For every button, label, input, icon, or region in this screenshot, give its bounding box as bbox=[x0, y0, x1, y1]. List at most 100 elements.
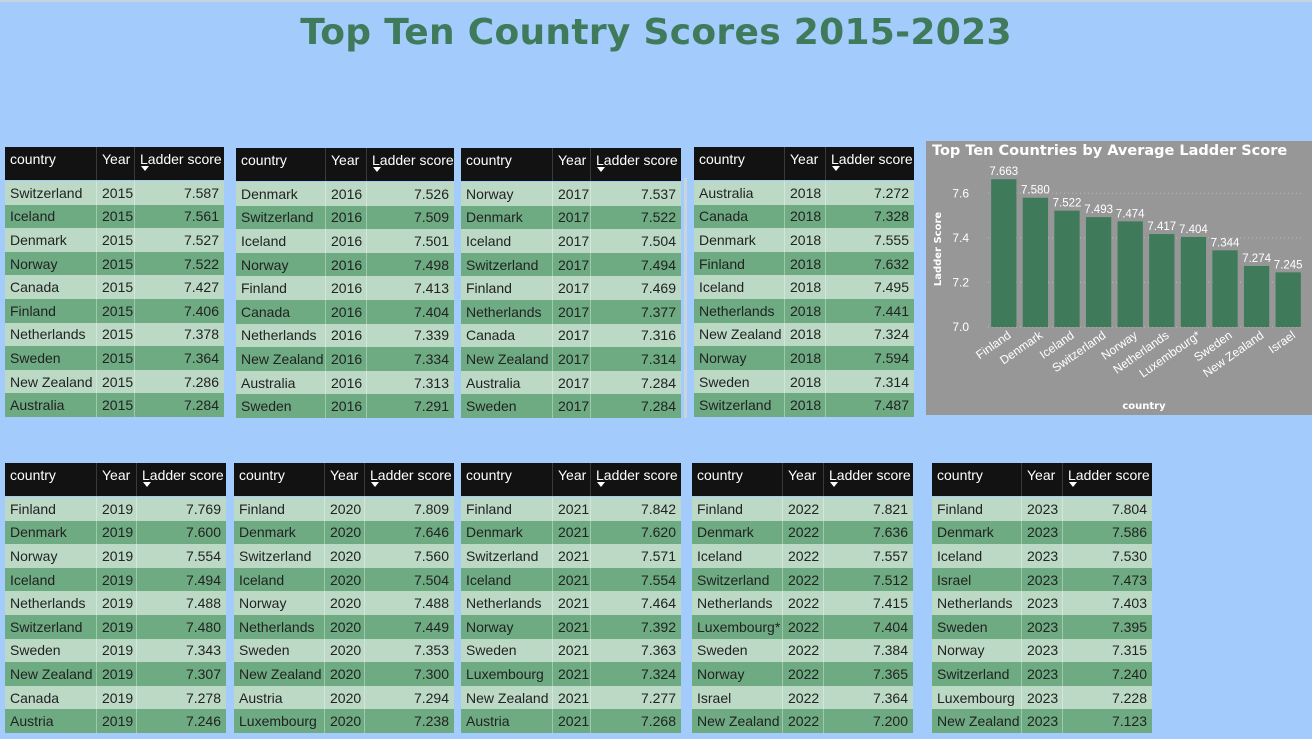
table-row[interactable]: Switzerland 2018 7.487 bbox=[694, 393, 914, 417]
table-row[interactable]: Denmark 2016 7.526 bbox=[236, 182, 454, 206]
column-header-country[interactable]: country bbox=[5, 147, 97, 180]
table-row[interactable]: New Zealand 2022 7.200 bbox=[692, 709, 913, 733]
table-row[interactable]: Iceland 2015 7.561 bbox=[5, 204, 224, 229]
table-row[interactable]: Iceland 2017 7.504 bbox=[461, 229, 681, 253]
table-row[interactable]: Sweden 2023 7.395 bbox=[932, 614, 1152, 639]
table-row[interactable]: Finland 2022 7.821 bbox=[692, 497, 913, 521]
table-row[interactable]: Finland 2020 7.809 bbox=[234, 497, 454, 521]
sort-descending-icon[interactable] bbox=[371, 482, 379, 487]
sort-descending-icon[interactable] bbox=[597, 482, 605, 487]
table-row[interactable]: New Zealand 2023 7.123 bbox=[932, 709, 1152, 733]
table-row[interactable]: Switzerland 2017 7.494 bbox=[461, 252, 681, 277]
table-row[interactable]: Denmark 2021 7.620 bbox=[461, 520, 681, 545]
column-header-country[interactable]: country bbox=[461, 463, 553, 496]
sort-descending-icon[interactable] bbox=[373, 167, 381, 172]
table-row[interactable]: Norway 2021 7.392 bbox=[461, 614, 681, 639]
column-header-year[interactable]: Year bbox=[325, 463, 365, 496]
table-row[interactable]: Iceland 2021 7.554 bbox=[461, 567, 681, 592]
table-row[interactable]: Finland 2023 7.804 bbox=[932, 497, 1152, 521]
table-row[interactable]: Finland 2019 7.769 bbox=[5, 497, 226, 521]
table-row[interactable]: Denmark 2018 7.555 bbox=[694, 228, 914, 252]
column-header-year[interactable]: Year bbox=[97, 463, 137, 496]
table-row[interactable]: Netherlands 2020 7.449 bbox=[234, 614, 454, 639]
table-row[interactable]: Denmark 2017 7.522 bbox=[461, 205, 681, 230]
table-row[interactable]: Canada 2018 7.328 bbox=[694, 204, 914, 229]
sort-descending-icon[interactable] bbox=[832, 166, 840, 171]
table-row[interactable]: Denmark 2022 7.636 bbox=[692, 520, 913, 545]
table-row[interactable]: Finland 2016 7.413 bbox=[236, 276, 454, 300]
column-header-year[interactable]: Year bbox=[553, 463, 591, 496]
sort-descending-icon[interactable] bbox=[830, 482, 838, 487]
bar-chart-visual[interactable]: Top Ten Countries by Average Ladder Scor… bbox=[926, 141, 1312, 415]
table-row[interactable]: Canada 2019 7.278 bbox=[5, 685, 226, 710]
table-row[interactable]: Netherlands 2018 7.441 bbox=[694, 298, 914, 323]
column-header-country[interactable]: country bbox=[461, 148, 553, 181]
table-visual[interactable]: country Year Ladder score Finland 2021 7.842 D… bbox=[461, 463, 681, 733]
table-row[interactable]: Norway 2023 7.315 bbox=[932, 638, 1152, 663]
table-row[interactable]: Australia 2016 7.313 bbox=[236, 370, 454, 395]
table-row[interactable]: Iceland 2023 7.530 bbox=[932, 544, 1152, 568]
column-header-year[interactable]: Year bbox=[553, 148, 591, 181]
table-row[interactable]: Switzerland 2016 7.509 bbox=[236, 205, 454, 230]
table-row[interactable]: Switzerland 2021 7.571 bbox=[461, 544, 681, 568]
table-row[interactable]: Australia 2015 7.284 bbox=[5, 393, 224, 417]
table-row[interactable]: Sweden 2015 7.364 bbox=[5, 346, 224, 370]
table-row[interactable]: New Zealand 2018 7.324 bbox=[694, 322, 914, 347]
column-header-score[interactable]: Ladder score bbox=[367, 148, 454, 181]
table-row[interactable]: Denmark 2020 7.646 bbox=[234, 520, 454, 545]
table-visual[interactable]: country Year Ladder score Finland 2020 7.809 D… bbox=[234, 463, 454, 733]
table-row[interactable]: Norway 2022 7.365 bbox=[692, 662, 913, 686]
table-row[interactable]: New Zealand 2019 7.307 bbox=[5, 662, 226, 686]
table-visual[interactable]: country Year Ladder score Finland 2023 7.804 D… bbox=[932, 463, 1152, 733]
table-visual[interactable]: country Year Ladder score Finland 2022 7.821 D… bbox=[692, 463, 913, 733]
table-row[interactable]: Sweden 2019 7.343 bbox=[5, 638, 226, 663]
column-header-score[interactable]: Ladder score bbox=[826, 147, 914, 180]
table-visual[interactable]: country Year Ladder score Australia 2018 7.27… bbox=[694, 147, 914, 417]
table-row[interactable]: Finland 2021 7.842 bbox=[461, 497, 681, 521]
table-row[interactable]: Iceland 2020 7.504 bbox=[234, 567, 454, 592]
column-header-country[interactable]: country bbox=[5, 463, 97, 496]
table-row[interactable]: Luxembourg 2020 7.238 bbox=[234, 709, 454, 733]
column-header-year[interactable]: Year bbox=[783, 463, 824, 496]
table-row[interactable]: Austria 2019 7.246 bbox=[5, 709, 226, 733]
table-row[interactable]: Sweden 2022 7.384 bbox=[692, 638, 913, 663]
table-row[interactable]: Iceland 2022 7.557 bbox=[692, 544, 913, 568]
table-row[interactable]: Luxembourg 2023 7.228 bbox=[932, 685, 1152, 710]
table-row[interactable]: Netherlands 2021 7.464 bbox=[461, 591, 681, 615]
table-row[interactable]: Iceland 2018 7.495 bbox=[694, 275, 914, 299]
column-header-score[interactable]: Ladder score bbox=[1063, 463, 1152, 496]
column-header-country[interactable]: country bbox=[234, 463, 325, 496]
table-scrollbar[interactable] bbox=[684, 178, 687, 418]
table-row[interactable]: Iceland 2019 7.494 bbox=[5, 567, 226, 592]
table-row[interactable]: New Zealand 2017 7.314 bbox=[461, 347, 681, 371]
table-row[interactable]: Finland 2018 7.632 bbox=[694, 251, 914, 276]
table-row[interactable]: Denmark 2023 7.586 bbox=[932, 520, 1152, 545]
table-row[interactable]: Finland 2015 7.406 bbox=[5, 298, 224, 323]
table-row[interactable]: Austria 2020 7.294 bbox=[234, 685, 454, 710]
table-row[interactable]: Luxembourg 2021 7.324 bbox=[461, 662, 681, 686]
table-row[interactable]: Netherlands 2023 7.403 bbox=[932, 591, 1152, 615]
table-row[interactable]: Canada 2017 7.316 bbox=[461, 323, 681, 348]
column-header-score[interactable]: Ladder score bbox=[591, 148, 681, 181]
column-header-score[interactable]: Ladder score bbox=[365, 463, 454, 496]
sort-descending-icon[interactable] bbox=[597, 167, 605, 172]
column-header-score[interactable]: Ladder score bbox=[137, 463, 226, 496]
column-header-year[interactable]: Year bbox=[97, 147, 135, 180]
table-row[interactable]: Australia 2017 7.284 bbox=[461, 370, 681, 395]
table-row[interactable]: Finland 2017 7.469 bbox=[461, 276, 681, 300]
table-row[interactable]: Canada 2015 7.427 bbox=[5, 275, 224, 299]
table-row[interactable]: New Zealand 2020 7.300 bbox=[234, 662, 454, 686]
column-header-score[interactable]: Ladder score bbox=[135, 147, 224, 180]
table-row[interactable]: Switzerland 2022 7.512 bbox=[692, 567, 913, 592]
table-visual[interactable]: country Year Ladder score Switzerland 2015 7.… bbox=[5, 147, 224, 417]
table-row[interactable]: Netherlands 2019 7.488 bbox=[5, 591, 226, 615]
table-visual[interactable]: country Year Ladder score Finland 2019 7.769 D… bbox=[5, 463, 226, 733]
table-visual[interactable]: country Year Ladder score Denmark 2016 7.526 S… bbox=[236, 148, 454, 418]
table-row[interactable]: Denmark 2015 7.527 bbox=[5, 228, 224, 252]
table-row[interactable]: Switzerland 2020 7.560 bbox=[234, 544, 454, 568]
table-visual[interactable]: country Year Ladder score Norway 2017 7.537 De… bbox=[461, 148, 681, 418]
table-row[interactable]: Switzerland 2019 7.480 bbox=[5, 614, 226, 639]
table-row[interactable]: Denmark 2019 7.600 bbox=[5, 520, 226, 545]
sort-descending-icon[interactable] bbox=[1069, 482, 1077, 487]
table-row[interactable]: Norway 2020 7.488 bbox=[234, 591, 454, 615]
